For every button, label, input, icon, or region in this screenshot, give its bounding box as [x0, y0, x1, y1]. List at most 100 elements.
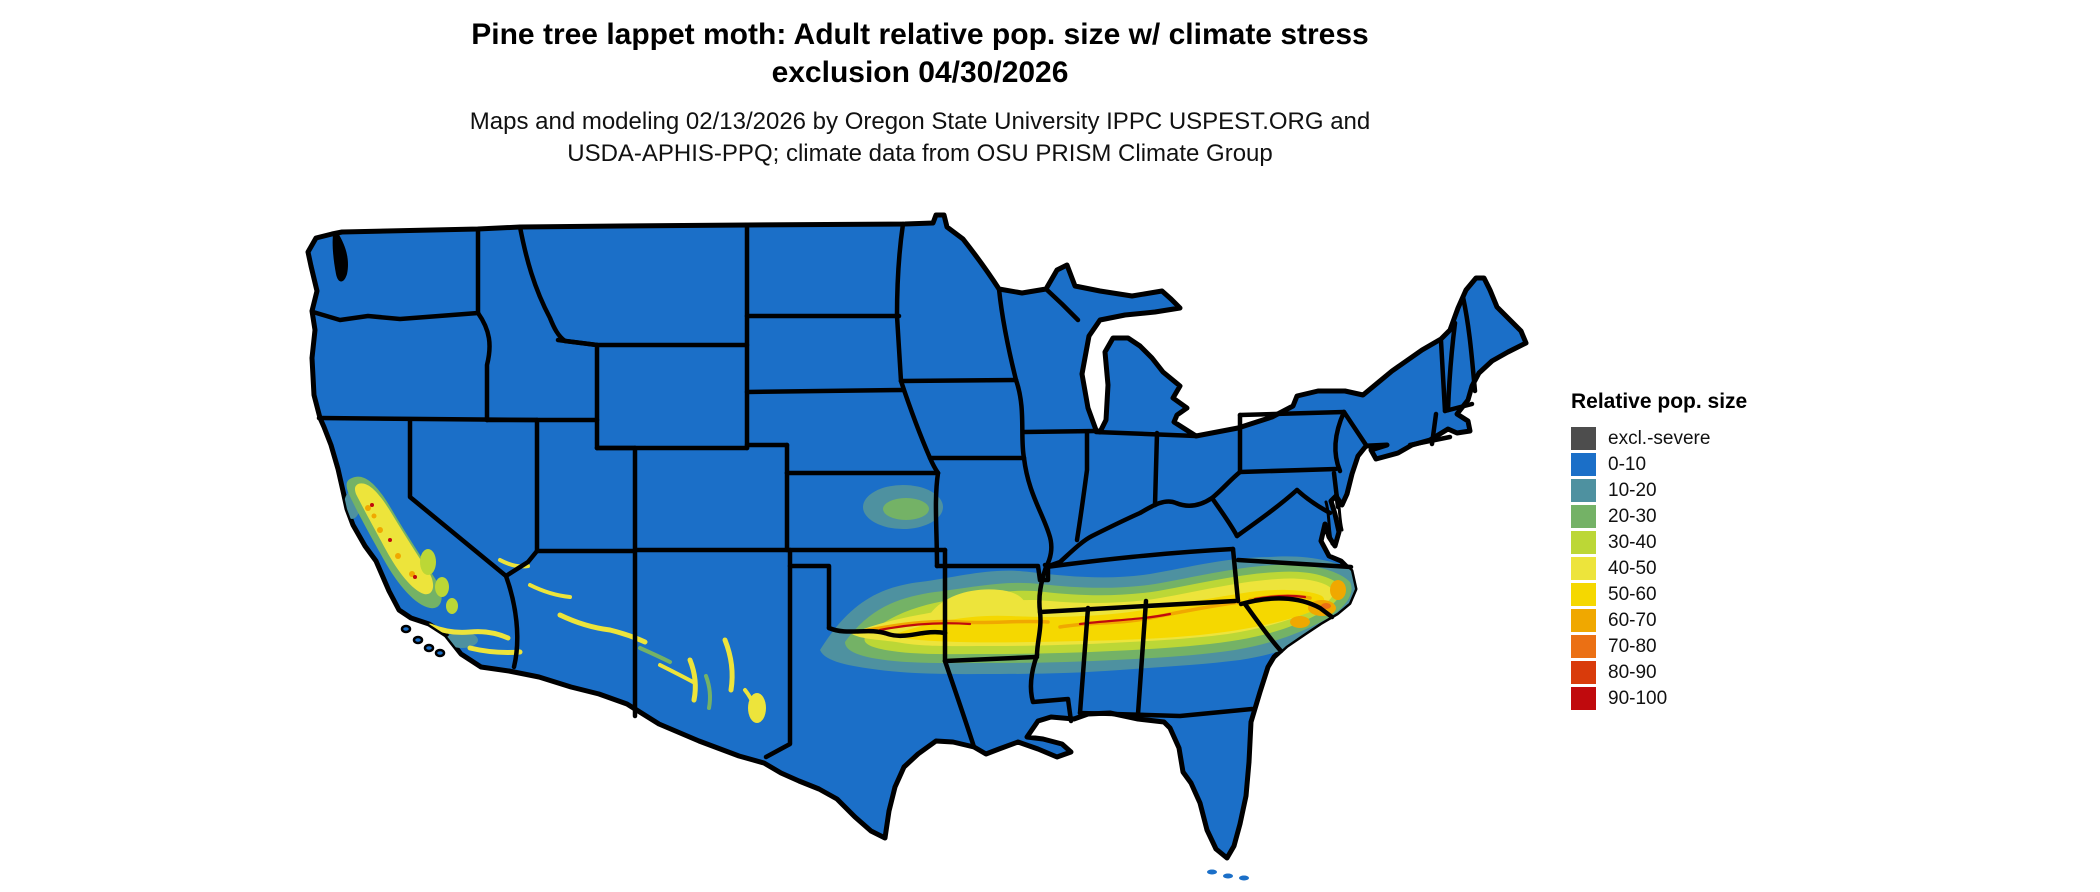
legend-label: 30-40: [1608, 531, 1657, 553]
border-mn-wi: [996, 286, 1019, 383]
border-wa-or: [310, 309, 481, 323]
title-line-1: Pine tree lappet moth: Adult relative po…: [471, 18, 1369, 51]
legend-swatch-60-70: [1571, 609, 1596, 632]
legend-item-70-80: 70-80: [1571, 635, 1747, 658]
border-ma-ct-ri: [1407, 434, 1453, 448]
border-nd-mn: [894, 221, 906, 319]
border-vt-nh: [1445, 320, 1458, 413]
legend-title: Relative pop. size: [1571, 390, 1748, 413]
border-ca-nv: [407, 417, 509, 579]
legend-label: 20-30: [1608, 505, 1657, 527]
border-ar-la: [942, 654, 1040, 664]
border-wi-il: [1021, 428, 1099, 435]
california-valley: [346, 476, 458, 614]
border-wi-mi: [1043, 286, 1081, 323]
legend-item-20-30: 20-30: [1571, 505, 1747, 528]
border-id-mt: [517, 224, 600, 348]
border-tx-ok-redriver: [826, 625, 948, 639]
legend-swatch-90-100: [1571, 687, 1596, 710]
border-ky-tn: [1043, 546, 1236, 570]
legend-label: excl.-severe: [1608, 427, 1711, 449]
border-va-nc: [1235, 557, 1354, 570]
puget-sound: [332, 233, 348, 282]
land-outline: [305, 212, 1529, 861]
legend-swatch-0-10: [1571, 453, 1596, 476]
legend-item-60-70: 60-70: [1571, 609, 1747, 632]
legend-item-excl-severe: excl.-severe: [1571, 427, 1747, 450]
border-mt-wy: [555, 337, 750, 348]
border-ca-az: [503, 573, 520, 670]
davis-mtns-patch: [748, 693, 766, 723]
border-pa-md: [1237, 466, 1339, 475]
border-ohio-river: [1043, 469, 1243, 570]
border-ny-vt: [1438, 338, 1448, 414]
border-ny-nj: [1341, 409, 1369, 448]
legend-swatch-40-50: [1571, 557, 1596, 580]
legend-label: 40-50: [1608, 557, 1657, 579]
legend: Relative pop. size excl.-severe 0-10 10-…: [1571, 390, 1747, 710]
legend-swatch-20-30: [1571, 505, 1596, 528]
legend-label: 0-10: [1608, 453, 1647, 475]
legend-item-50-60: 50-60: [1571, 583, 1747, 606]
legend-swatch-50-60: [1571, 583, 1596, 606]
border-or-id: [475, 310, 492, 423]
border-tn-south: [1037, 598, 1238, 615]
border-nc-sc: [1238, 596, 1335, 620]
legend-swatch-excl-severe: [1571, 427, 1596, 450]
legend-label: 80-90: [1608, 661, 1657, 683]
border-il-in: [1074, 430, 1090, 543]
land: [305, 212, 1529, 861]
legend-item-90-100: 90-100: [1571, 687, 1747, 710]
border-mn-ia: [898, 377, 1019, 384]
border-in-oh: [1152, 430, 1160, 508]
border-ks-mo: [933, 470, 941, 569]
legend-label: 10-20: [1608, 479, 1657, 501]
border-al-ga: [1135, 598, 1149, 717]
page-title: Pine tree lappet moth: Adult relative po…: [0, 16, 1840, 92]
population-heat-layers: [344, 476, 1364, 723]
border-ky-wv: [1209, 495, 1240, 539]
border-sc-ga: [1242, 601, 1284, 654]
legend-swatch-30-40: [1571, 531, 1596, 554]
subtitle-line-2: USDA-APHIS-PPQ; climate data from OSU PR…: [567, 140, 1273, 167]
title-block: Pine tree lappet moth: Adult relative po…: [0, 16, 1840, 170]
border-nj-pa-delaware: [1333, 409, 1347, 474]
legend-rows: excl.-severe 0-10 10-20 20-30 30-40 40-5…: [1571, 427, 1747, 710]
coast-details: [332, 233, 1344, 881]
ks-green-patch: [883, 498, 929, 520]
border-pa-ny: [1237, 409, 1347, 418]
border-wv-va: [1234, 487, 1300, 539]
border-sd-mn: [894, 313, 904, 384]
socal-teal-patch: [446, 632, 478, 648]
legend-item-80-90: 80-90: [1571, 661, 1747, 684]
border-tx-la: [942, 658, 977, 750]
title-line-2: exclusion 04/30/2026: [771, 56, 1069, 89]
legend-swatch-70-80: [1571, 635, 1596, 658]
legend-swatch-80-90: [1571, 661, 1596, 684]
legend-item-40-50: 40-50: [1571, 557, 1747, 580]
chesapeake-bay-detail: [1324, 492, 1344, 546]
border-fl-north: [1077, 706, 1255, 719]
legend-label: 90-100: [1608, 687, 1668, 709]
border-mi-in-oh: [1093, 429, 1199, 439]
border-tn-nc: [1230, 546, 1241, 604]
border-ms-al: [1077, 605, 1091, 716]
florida-keys: [1207, 869, 1249, 881]
legend-label: 60-70: [1608, 609, 1657, 631]
border-nv-az: [503, 548, 540, 579]
legend-label: 50-60: [1608, 583, 1657, 605]
page-subtitle: Maps and modeling 02/13/2026 by Oregon S…: [0, 106, 1840, 170]
legend-swatch-10-20: [1571, 479, 1596, 502]
legend-item-0-10: 0-10: [1571, 453, 1747, 476]
legend-item-30-40: 30-40: [1571, 531, 1747, 554]
border-la-ms: [1028, 652, 1074, 724]
border-ma-north: [1442, 401, 1475, 414]
border-nm-tx: [763, 547, 793, 760]
border-ny-newengland: [1429, 411, 1439, 447]
border-sd-ne: [744, 387, 906, 395]
border-nh-me: [1460, 294, 1478, 394]
border-ok-panhandle: [787, 563, 832, 631]
channel-islands: [400, 624, 446, 658]
